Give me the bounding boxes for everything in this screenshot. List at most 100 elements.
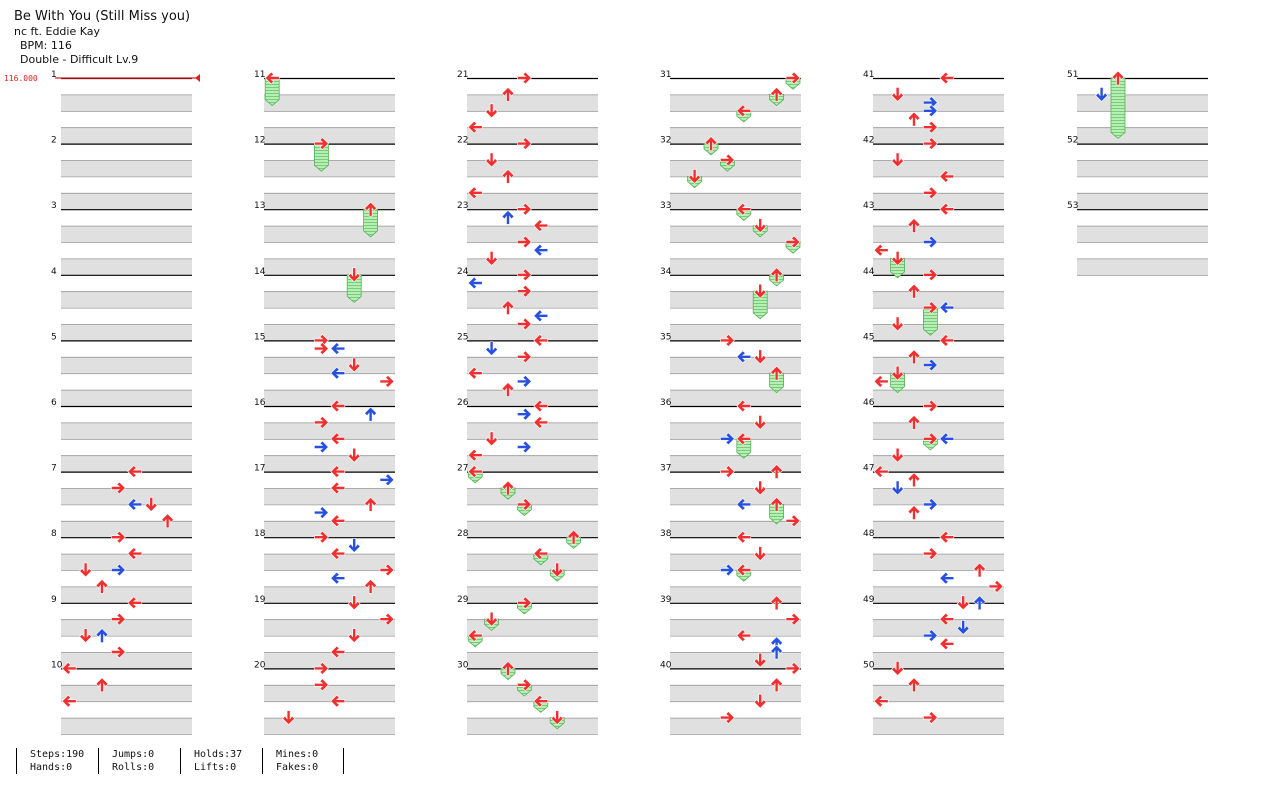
measure-number: 53 (1067, 201, 1078, 211)
left-arrow-icon (736, 104, 752, 118)
right-arrow-icon (923, 547, 938, 561)
lane-band (467, 455, 598, 472)
lane-band (467, 192, 598, 210)
left-arrow-icon (736, 629, 752, 643)
lane-band (467, 356, 598, 374)
left-arrow-icon (467, 186, 483, 200)
down-arrow-icon (891, 447, 905, 463)
lane-band (873, 225, 1004, 242)
left-arrow-icon (939, 571, 955, 585)
stat-group-holds: Holds:37 Lifts:0 (180, 748, 242, 774)
down-arrow-icon (891, 87, 905, 102)
lane-band (873, 291, 1004, 308)
left-arrow-icon (330, 432, 346, 446)
left-arrow-icon (330, 465, 346, 479)
up-arrow-icon (501, 660, 515, 676)
up-arrow-icon (770, 86, 784, 102)
lane-band (61, 324, 192, 341)
down-arrow-icon (550, 562, 564, 578)
lane-band (670, 94, 801, 111)
stat-rolls: Rolls:0 (112, 762, 155, 773)
measure-number: 49 (863, 595, 875, 605)
left-arrow-icon (533, 309, 549, 323)
lane-band (264, 619, 395, 636)
up-arrow-icon (973, 595, 987, 611)
left-arrow-icon (873, 465, 889, 479)
left-arrow-icon (467, 366, 483, 380)
lane-band (1077, 127, 1208, 144)
up-arrow-icon (704, 136, 718, 151)
lane-band (873, 127, 1004, 144)
lane-band (467, 652, 598, 669)
lane-band (61, 192, 192, 210)
left-arrow-icon (127, 497, 143, 511)
measure-number: 10 (51, 660, 63, 670)
measure-number: 24 (457, 267, 469, 277)
lane-band (467, 291, 598, 308)
lane-band (264, 324, 395, 341)
lane-band (873, 455, 1004, 472)
measure-number: 20 (254, 660, 266, 670)
measure-number: 29 (457, 595, 469, 605)
down-arrow-icon (550, 710, 564, 726)
right-arrow-icon (314, 506, 329, 520)
measure-number: 14 (254, 267, 266, 277)
down-arrow-icon (485, 431, 499, 447)
right-arrow-icon (517, 235, 532, 249)
lane-band (467, 160, 598, 177)
left-arrow-icon (939, 169, 955, 183)
up-arrow-icon (501, 480, 515, 496)
lane-band (670, 291, 801, 308)
right-arrow-icon (720, 711, 735, 725)
lane-band (467, 717, 598, 734)
lane-band (467, 553, 598, 570)
lane-band (467, 619, 598, 636)
right-arrow-icon (111, 530, 126, 544)
right-arrow-icon (517, 407, 532, 421)
lane-band (467, 127, 598, 144)
measure-number: 2 (51, 136, 57, 146)
lane-band (670, 324, 801, 341)
up-arrow-icon (501, 168, 515, 184)
left-arrow-icon (533, 415, 549, 429)
right-arrow-icon (379, 563, 395, 577)
left-arrow-icon (467, 465, 483, 479)
left-arrow-icon (939, 612, 955, 626)
down-arrow-icon (956, 595, 970, 611)
down-arrow-icon (347, 267, 361, 283)
left-arrow-icon (736, 399, 752, 413)
measure-number: 13 (254, 201, 265, 211)
measure-number: 51 (1067, 70, 1078, 80)
measure-number: 4 (51, 267, 57, 277)
lane-band (61, 520, 192, 538)
left-arrow-icon (939, 301, 955, 315)
down-arrow-icon (79, 628, 93, 644)
right-arrow-icon (111, 612, 126, 626)
stat-hands: Hands:0 (30, 762, 73, 773)
up-arrow-icon (501, 209, 515, 225)
lane-band (670, 586, 801, 603)
up-arrow-icon (907, 349, 921, 365)
measure-number: 1 (51, 70, 57, 80)
lane-band (61, 291, 192, 308)
lane-band (61, 94, 192, 111)
down-arrow-icon (485, 103, 499, 119)
left-arrow-icon (330, 481, 346, 495)
measure-number: 19 (254, 595, 266, 605)
lane-band (264, 258, 395, 275)
lane-band (670, 160, 801, 177)
lane-band (873, 520, 1004, 538)
stat-group-jumps: Jumps:0 Rolls:0 (98, 748, 154, 774)
lane-band (467, 488, 598, 505)
right-arrow-icon (314, 440, 329, 454)
right-arrow-icon (923, 120, 938, 134)
song-header: Be With You (Still Miss you) nc ft. Eddi… (14, 9, 190, 67)
measure-number: 35 (660, 332, 671, 342)
measure-number: 5 (51, 332, 57, 342)
measure-number: 27 (457, 464, 468, 474)
down-arrow-icon (753, 480, 767, 496)
left-arrow-icon (330, 645, 346, 659)
measure-number: 25 (457, 332, 468, 342)
measure-number: 36 (660, 398, 672, 408)
left-arrow-icon (61, 661, 77, 675)
